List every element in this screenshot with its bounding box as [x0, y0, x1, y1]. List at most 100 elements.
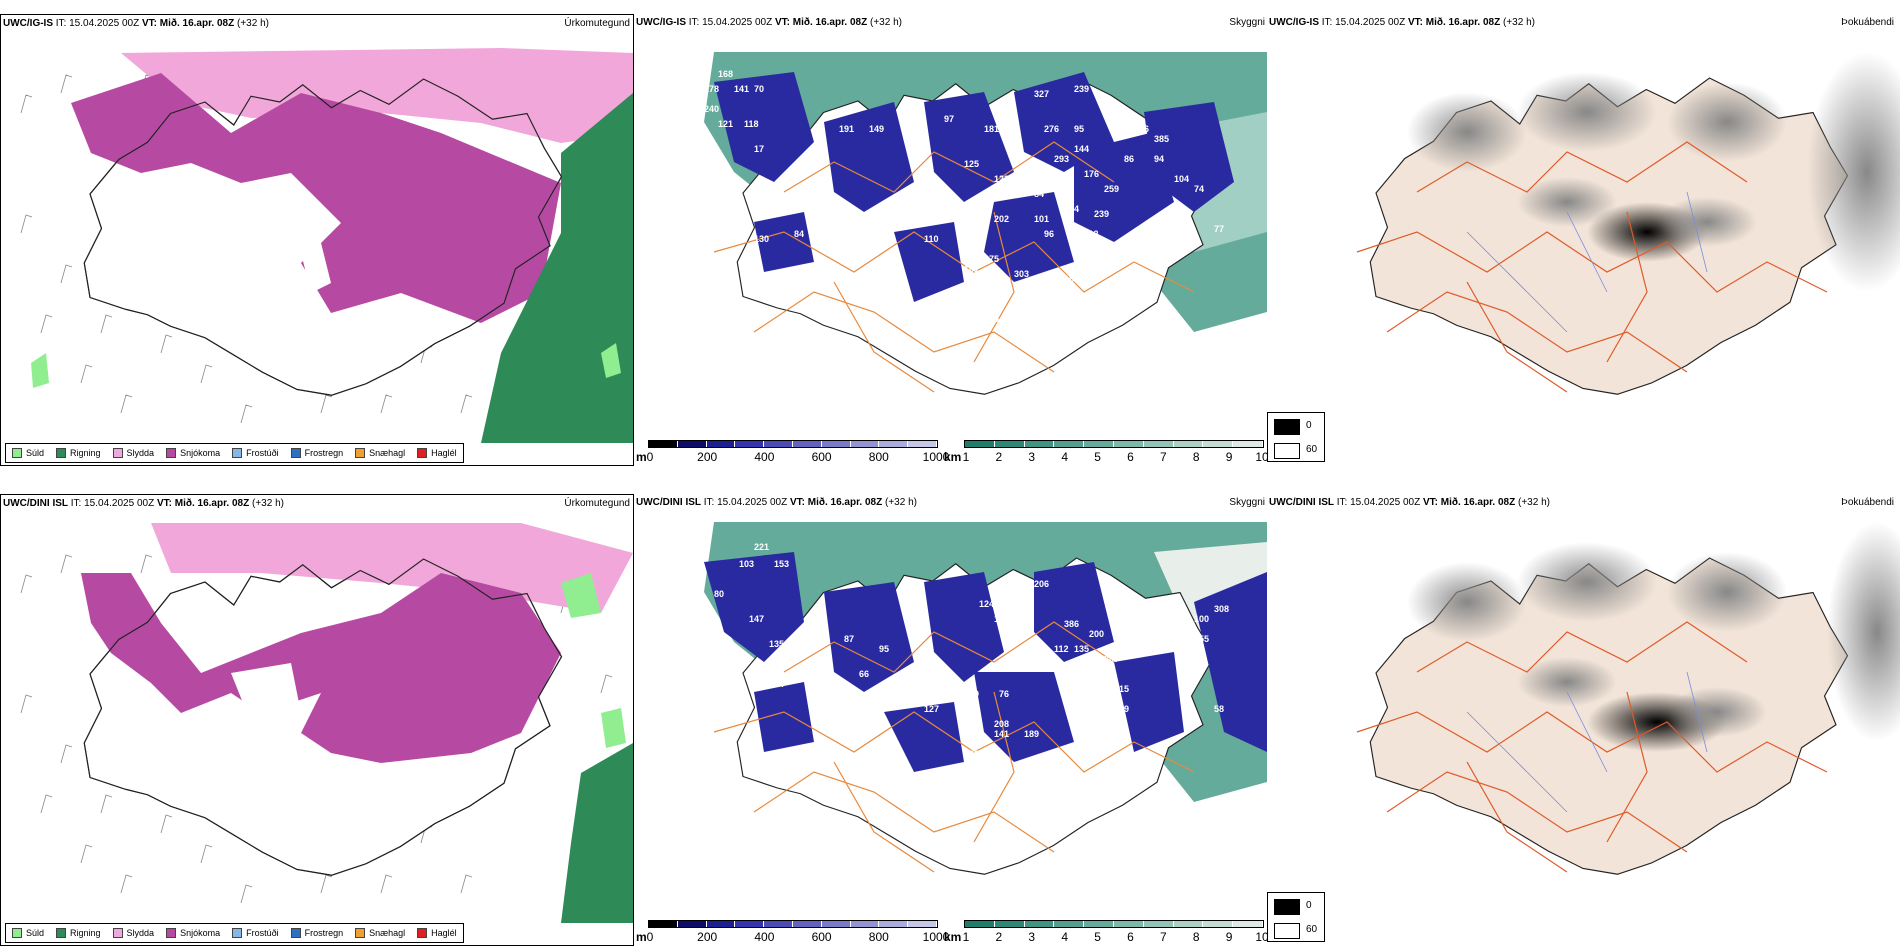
legend-label: Snjókoma: [180, 448, 221, 458]
panel-header: UWC/IG-IS IT: 15.04.2025 00Z VT: Mið. 16…: [636, 17, 902, 28]
colorbar-tick: 8: [1192, 450, 1200, 464]
legend-swatch: [232, 928, 243, 938]
cloudbase-value: 147: [749, 614, 764, 624]
legend-swatch: [112, 928, 123, 938]
panel-title: Úrkomutegund: [564, 18, 630, 29]
colorbar-swatches: [964, 440, 1264, 448]
colorbar-step: [1203, 921, 1234, 927]
cloudbase-value: 144: [1074, 144, 1089, 154]
legend-item: Snjókoma: [166, 448, 220, 458]
legend-swatch: [232, 448, 243, 458]
cloudbase-value: 86: [1124, 154, 1134, 164]
colorbar-tick: 400: [754, 930, 775, 944]
cloudbase-value: 107: [944, 199, 959, 209]
cloudbase-value: 77: [859, 229, 869, 239]
cloudbase-value: 141: [994, 729, 1009, 739]
colorbar-step: [1173, 921, 1204, 927]
colorbar-step: [1024, 441, 1055, 447]
cloudbase-value: 95: [1074, 124, 1084, 134]
cloudbase-value: 123: [994, 174, 1009, 184]
legend-label: Súld: [26, 448, 45, 458]
legend-swatch: [355, 928, 366, 938]
legend-item: Rigning: [56, 448, 101, 458]
colorbar-tick: 4: [1061, 930, 1068, 944]
cloudbase-value: 374: [1064, 204, 1079, 214]
legend-label: Snæhagl: [369, 928, 406, 938]
precip-type-legend: Súld Rigning Slydda Snjókoma Frostúði Frostre…: [5, 443, 464, 463]
model-name: UWC/IG-IS: [3, 18, 53, 29]
cloudbase-value: 88: [754, 679, 764, 689]
cloudbase-value: 239: [1094, 209, 1109, 219]
cloudbase-value: 112: [1084, 229, 1099, 239]
cloudbase-value: 135: [1074, 644, 1089, 654]
cloudbase-value: 80: [714, 589, 724, 599]
colorbar-unit: m: [636, 450, 647, 464]
cloudbase-value: 118: [994, 614, 1009, 624]
cloudbase-value: 97: [944, 114, 954, 124]
legend-item: Súld: [12, 448, 44, 458]
colorbar-step: [1173, 441, 1204, 447]
fog-panel-igis: UWC/IG-IS IT: 15.04.2025 00Z VT: Mið. 16…: [1267, 14, 1900, 466]
colorbar-tick: 4: [1061, 450, 1068, 464]
cloudbase-value: 125: [964, 159, 979, 169]
cloudbase-value: 65: [904, 124, 914, 134]
cloudbase-value: 181: [984, 124, 999, 134]
legend-label: Slydda: [126, 928, 155, 938]
legend-label: Snjókoma: [180, 928, 221, 938]
panel-title: Úrkomutegund: [564, 498, 630, 509]
cloudbase-value: 276: [1044, 124, 1059, 134]
colorbar-step: [821, 921, 851, 927]
cloudbase-value: 528: [964, 749, 979, 759]
cloudbase-value: 149: [1114, 704, 1129, 714]
fog-legend: 0 60: [1267, 892, 1325, 942]
cloudbase-value: 123: [1004, 629, 1019, 639]
cloudbase-value: 101: [964, 264, 979, 274]
cloudbase-value: 74: [1194, 184, 1204, 194]
legend-swatch: [56, 448, 67, 458]
legend-swatch: [417, 928, 428, 938]
cloudbase-value: 182: [1064, 274, 1079, 284]
visibility-panel-igis: UWC/IG-IS IT: 15.04.2025 00Z VT: Mið. 16…: [634, 14, 1267, 466]
valid-time: Mið. 16.apr. 08Z: [159, 18, 235, 29]
cloudbase-value: 334: [1044, 169, 1059, 179]
legend-item: Snæhagl: [355, 928, 405, 938]
cloudbase-value: 55: [1199, 634, 1209, 644]
cloudbase-value: 171: [969, 729, 984, 739]
fog-panel-dini: UWC/DINI ISL IT: 15.04.2025 00Z VT: Mið.…: [1267, 494, 1900, 946]
panel-header: UWC/DINI ISL IT: 15.04.2025 00Z VT: Mið.…: [3, 498, 284, 509]
legend-item: Slydda: [112, 928, 155, 938]
fog-legend: 0 60: [1267, 412, 1325, 462]
panel-header: UWC/DINI ISL IT: 15.04.2025 00Z VT: Mið.…: [636, 497, 917, 508]
colorbar-step: [994, 441, 1025, 447]
cloudbase-value: 153: [774, 559, 789, 569]
colorbar-unit: km: [944, 450, 962, 464]
legend-label: Haglél: [431, 928, 457, 938]
visibility-map: 168 178 141 70 240 121 118 17 165 140 130 84 77 110 19…: [704, 52, 1267, 395]
legend-swatch: [166, 928, 177, 938]
colorbar-tick: 2: [995, 450, 1003, 464]
visibility-values: 168 178 141 70 240 121 118 17 165 140 130 84 77 110 19…: [704, 69, 1224, 324]
colorbar-tick: 10: [1255, 450, 1267, 464]
colorbar-step: [764, 921, 793, 927]
colorbar-step: [1233, 441, 1263, 447]
legend-label: Frostregn: [304, 448, 344, 458]
legend-item: Snæhagl: [355, 448, 405, 458]
cloudbase-colorbar: m 0 200 400 600 800 1000: [634, 918, 949, 946]
legend-item: Frostregn: [290, 928, 343, 938]
cloudbase-value: 87: [844, 634, 854, 644]
colorbar-step: [1113, 921, 1144, 927]
colorbar-tick: 6: [1127, 930, 1134, 944]
legend-label: Súld: [26, 928, 45, 938]
panel-title: Skyggni: [1229, 497, 1265, 508]
colorbar-step: [735, 921, 765, 927]
colorbar-tick: 8: [1192, 930, 1200, 944]
colorbar-step: [1143, 441, 1174, 447]
colorbar-step: [1233, 921, 1263, 927]
colorbar-tick: 0: [646, 450, 654, 464]
cloudbase-value: 303: [1014, 269, 1029, 279]
colorbar-swatches: [648, 920, 938, 928]
cloudbase-value: 215: [1114, 684, 1129, 694]
visibility-panel-dini: UWC/DINI ISL IT: 15.04.2025 00Z VT: Mið.…: [634, 494, 1267, 946]
cloudbase-value: 62: [1074, 739, 1084, 749]
cloudbase-value: 206: [1034, 579, 1049, 589]
